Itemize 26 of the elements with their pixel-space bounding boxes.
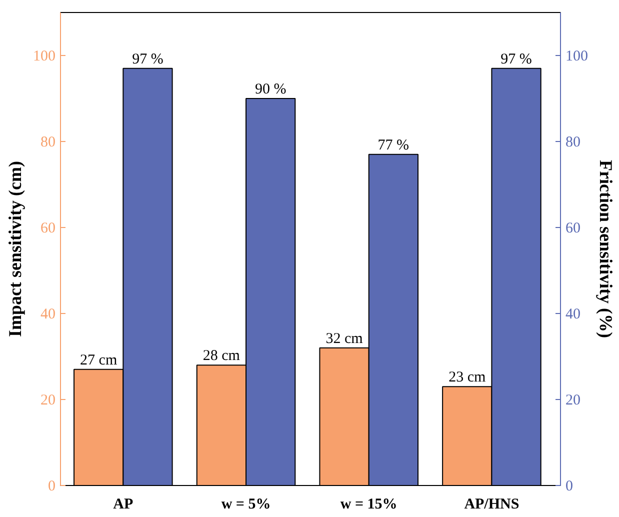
y-tick-label: 0	[48, 478, 56, 494]
y2-tick-label: 40	[566, 306, 580, 322]
data-label: 32 cm	[326, 330, 364, 347]
y-tick-label: 20	[40, 392, 56, 408]
data-label: 77 %	[378, 137, 410, 154]
data-label: 23 cm	[448, 370, 486, 386]
y-tick-label: 40	[40, 306, 56, 322]
data-label: 97 %	[132, 51, 164, 68]
data-label: 97 %	[500, 51, 532, 68]
y2-tick-label: 80	[566, 134, 580, 150]
y-tick-label: 80	[40, 134, 56, 150]
y2-axis-title: Friction sensitivity (%)	[596, 160, 616, 338]
y-tick-label: 60	[40, 220, 56, 236]
y2-tick-label: 60	[566, 220, 580, 236]
data-label: 90 %	[254, 82, 286, 98]
x-tick-label: w = 5%	[221, 496, 271, 512]
y-axis-title: Impact sensitivity (cm)	[5, 161, 25, 337]
y2-tick-label: 100	[566, 48, 588, 64]
x-tick-label: AP	[113, 496, 134, 512]
y2-tick-label: 0	[566, 478, 573, 494]
data-label: 28 cm	[202, 348, 240, 364]
x-tick-label: w = 15%	[340, 496, 398, 512]
data-label: 27 cm	[80, 352, 118, 368]
y-tick-label: 100	[33, 48, 56, 64]
x-tick-label: AP/HNS	[464, 496, 520, 512]
y2-tick-label: 20	[566, 392, 580, 408]
